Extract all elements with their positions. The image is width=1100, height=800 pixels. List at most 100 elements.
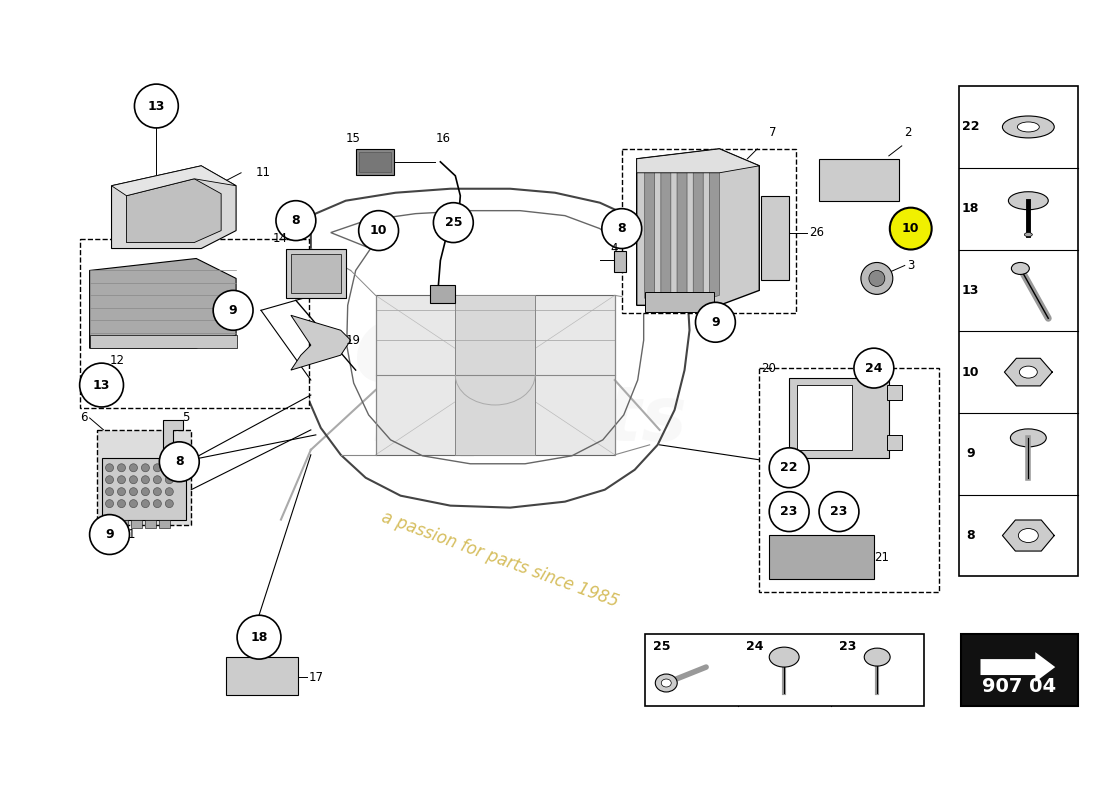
Circle shape [165, 488, 174, 496]
Polygon shape [126, 178, 221, 242]
Polygon shape [111, 166, 236, 249]
Text: 24: 24 [865, 362, 882, 374]
Text: 10: 10 [370, 224, 387, 237]
Circle shape [153, 488, 162, 496]
Polygon shape [89, 258, 236, 348]
FancyBboxPatch shape [118, 519, 129, 527]
Circle shape [854, 348, 894, 388]
FancyBboxPatch shape [290, 254, 341, 294]
Text: 22: 22 [961, 121, 979, 134]
Text: 25: 25 [652, 640, 670, 653]
Text: 9: 9 [966, 447, 975, 460]
Text: 22: 22 [780, 462, 798, 474]
Circle shape [130, 476, 138, 484]
Circle shape [433, 202, 473, 242]
Circle shape [769, 492, 810, 531]
Circle shape [134, 84, 178, 128]
Circle shape [213, 290, 253, 330]
Circle shape [142, 500, 150, 508]
FancyBboxPatch shape [359, 152, 390, 172]
Text: 26: 26 [810, 226, 824, 239]
Text: 23: 23 [830, 505, 848, 518]
Circle shape [153, 500, 162, 508]
FancyBboxPatch shape [761, 196, 789, 281]
Text: 907 04: 907 04 [982, 677, 1056, 695]
Circle shape [130, 464, 138, 472]
Circle shape [118, 464, 125, 472]
Circle shape [106, 488, 113, 496]
FancyBboxPatch shape [960, 634, 1078, 706]
Circle shape [118, 476, 125, 484]
FancyBboxPatch shape [430, 286, 455, 303]
Circle shape [359, 210, 398, 250]
Polygon shape [637, 149, 759, 306]
FancyBboxPatch shape [286, 249, 345, 298]
Circle shape [602, 209, 641, 249]
Text: 20: 20 [761, 362, 777, 374]
Circle shape [153, 464, 162, 472]
Circle shape [153, 476, 162, 484]
FancyBboxPatch shape [145, 519, 156, 527]
Text: roparts: roparts [372, 383, 688, 457]
Text: 13: 13 [92, 378, 110, 391]
Ellipse shape [1009, 192, 1048, 210]
Text: 1: 1 [128, 528, 135, 541]
FancyBboxPatch shape [103, 519, 114, 527]
FancyBboxPatch shape [798, 385, 851, 450]
FancyBboxPatch shape [958, 86, 1078, 576]
Text: 13: 13 [147, 99, 165, 113]
Polygon shape [661, 163, 671, 298]
Circle shape [165, 476, 174, 484]
Text: 7: 7 [769, 126, 777, 139]
Ellipse shape [1011, 262, 1030, 274]
Circle shape [769, 448, 810, 488]
FancyBboxPatch shape [759, 368, 938, 592]
Circle shape [869, 270, 884, 286]
FancyBboxPatch shape [645, 634, 924, 706]
FancyBboxPatch shape [887, 385, 902, 400]
Ellipse shape [1019, 529, 1038, 542]
FancyBboxPatch shape [227, 657, 298, 695]
Polygon shape [163, 420, 184, 450]
Ellipse shape [1018, 122, 1040, 132]
FancyBboxPatch shape [160, 519, 170, 527]
Circle shape [106, 464, 113, 472]
FancyBboxPatch shape [455, 295, 535, 455]
Text: 14: 14 [273, 232, 288, 245]
Text: 4: 4 [610, 242, 618, 255]
Text: 16: 16 [436, 133, 450, 146]
Text: 2: 2 [904, 126, 911, 139]
FancyBboxPatch shape [101, 458, 186, 519]
Text: 9: 9 [229, 304, 238, 317]
Polygon shape [980, 652, 1055, 682]
FancyBboxPatch shape [614, 250, 626, 273]
Text: 18: 18 [961, 202, 979, 215]
FancyBboxPatch shape [97, 430, 191, 525]
Text: 19: 19 [345, 334, 361, 346]
FancyBboxPatch shape [89, 335, 238, 348]
Circle shape [820, 492, 859, 531]
FancyBboxPatch shape [375, 295, 615, 455]
Circle shape [130, 488, 138, 496]
Polygon shape [1002, 520, 1054, 551]
Circle shape [89, 514, 130, 554]
Text: 5: 5 [183, 411, 190, 425]
Circle shape [106, 500, 113, 508]
Text: 8: 8 [617, 222, 626, 235]
Ellipse shape [1011, 429, 1046, 447]
Circle shape [890, 208, 932, 250]
Text: 11: 11 [256, 166, 271, 179]
Ellipse shape [1002, 116, 1054, 138]
Text: 21: 21 [873, 551, 889, 564]
Circle shape [695, 302, 736, 342]
FancyBboxPatch shape [789, 378, 889, 458]
Text: 12: 12 [110, 354, 124, 366]
Text: 9: 9 [106, 528, 113, 541]
Ellipse shape [656, 674, 678, 692]
Circle shape [142, 464, 150, 472]
Circle shape [79, 363, 123, 407]
Text: 25: 25 [444, 216, 462, 229]
Text: 6: 6 [79, 411, 87, 425]
Text: 18: 18 [251, 630, 267, 644]
Circle shape [118, 488, 125, 496]
